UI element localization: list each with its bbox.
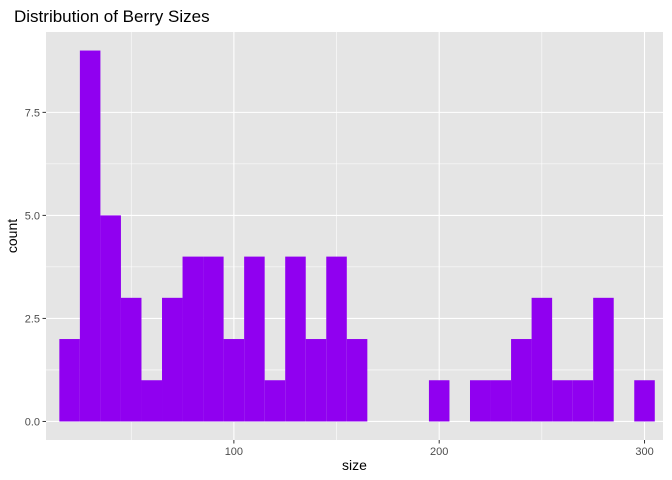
histogram-bar (162, 297, 183, 422)
y-tick-label: 5.0 (25, 210, 40, 222)
histogram-bar (346, 339, 368, 422)
histogram-bars (59, 50, 655, 422)
histogram-bar (244, 256, 265, 422)
y-tick-label: 2.5 (25, 313, 40, 325)
x-tick-label: 100 (225, 446, 243, 458)
histogram-bar (531, 297, 553, 422)
histogram-bar (79, 50, 101, 422)
x-tick-label: 300 (635, 446, 653, 458)
histogram-bar (264, 380, 286, 422)
histogram-bar (552, 380, 573, 422)
y-tick-label: 0.0 (25, 416, 40, 428)
x-axis-title: size (342, 457, 367, 473)
histogram-bar (572, 380, 594, 422)
histogram-bar (490, 380, 512, 422)
histogram-bar (100, 215, 121, 422)
histogram-bar (634, 380, 655, 422)
histogram-bar (305, 339, 327, 422)
histogram-bar (285, 256, 306, 422)
chart-title: Distribution of Berry Sizes (14, 7, 210, 26)
y-axis-ticks: 0.0 2.5 5.0 7.5 (25, 107, 46, 428)
histogram-bar (223, 339, 245, 422)
histogram-bar (469, 380, 491, 422)
histogram-bar (428, 380, 450, 422)
histogram-bar (120, 297, 142, 422)
histogram-bar (511, 339, 532, 422)
x-axis-ticks: 100 200 300 (225, 440, 654, 458)
histogram-bar (182, 256, 204, 422)
histogram-bar (141, 380, 163, 422)
histogram-bar (593, 297, 614, 422)
histogram-bar (59, 339, 80, 422)
y-tick-label: 7.5 (25, 107, 40, 119)
y-axis-title: count (4, 219, 20, 253)
x-tick-label: 200 (430, 446, 448, 458)
histogram-bar (203, 256, 224, 422)
histogram-bar (326, 256, 347, 422)
